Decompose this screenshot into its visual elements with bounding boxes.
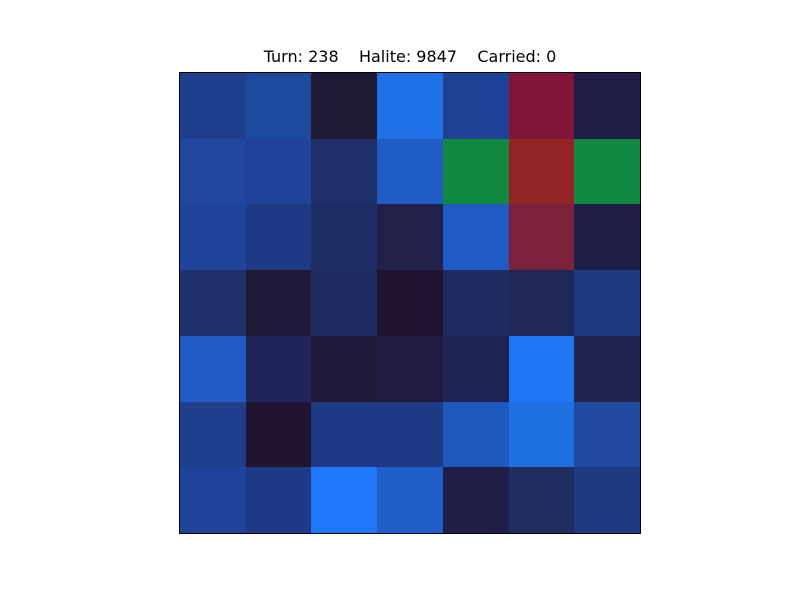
board-cell <box>245 204 312 271</box>
board-cell <box>508 401 575 468</box>
board-cell <box>442 401 509 468</box>
halite-counter: Halite: 9847 <box>358 47 458 66</box>
board-cell <box>245 401 312 468</box>
board-cell <box>377 401 443 468</box>
board-cell <box>245 335 312 402</box>
board-cell <box>311 401 378 468</box>
board-cell <box>574 270 640 336</box>
board-cell <box>574 401 640 468</box>
board-cell <box>180 467 246 533</box>
board-cell <box>574 73 640 139</box>
board-cell <box>180 335 246 402</box>
board-cell <box>508 467 575 533</box>
board-cell <box>377 204 443 271</box>
board-cell <box>508 204 575 271</box>
board-cell <box>311 73 378 139</box>
board-cell <box>442 204 509 271</box>
board-cell <box>574 204 640 271</box>
board-cell <box>180 204 246 271</box>
board-cell <box>245 467 312 533</box>
board-cell <box>377 335 443 402</box>
board-cell <box>245 270 312 336</box>
board-cell <box>508 138 575 205</box>
board-cell <box>311 138 378 205</box>
board-cell <box>442 73 509 139</box>
board-cell <box>180 270 246 336</box>
board-cell <box>377 270 443 336</box>
board-cell <box>574 467 640 533</box>
board-cell <box>180 138 246 205</box>
board-cell <box>311 204 378 271</box>
board-cell <box>311 467 378 533</box>
status-separator <box>457 47 477 66</box>
board-cell <box>377 73 443 139</box>
board-cell <box>245 138 312 205</box>
status-bar: Turn: 238 Halite: 9847 Carried: 0 <box>0 46 800 68</box>
status-separator <box>339 47 359 66</box>
carried-counter: Carried: 0 <box>477 47 557 66</box>
board-cell <box>508 73 575 139</box>
board-cell <box>311 335 378 402</box>
turn-counter: Turn: 238 <box>263 47 339 66</box>
board-cell <box>574 138 640 205</box>
board-cell <box>442 270 509 336</box>
board-cell <box>377 138 443 205</box>
board-cell <box>180 401 246 468</box>
board-cell <box>442 335 509 402</box>
game-board <box>179 72 641 534</box>
board-cell <box>508 335 575 402</box>
board-cell <box>574 335 640 402</box>
board-cell <box>245 73 312 139</box>
board-cell <box>377 467 443 533</box>
board-cell <box>311 270 378 336</box>
board-cell <box>442 138 509 205</box>
board-cell <box>180 73 246 139</box>
board-cell <box>442 467 509 533</box>
board-cell <box>508 270 575 336</box>
